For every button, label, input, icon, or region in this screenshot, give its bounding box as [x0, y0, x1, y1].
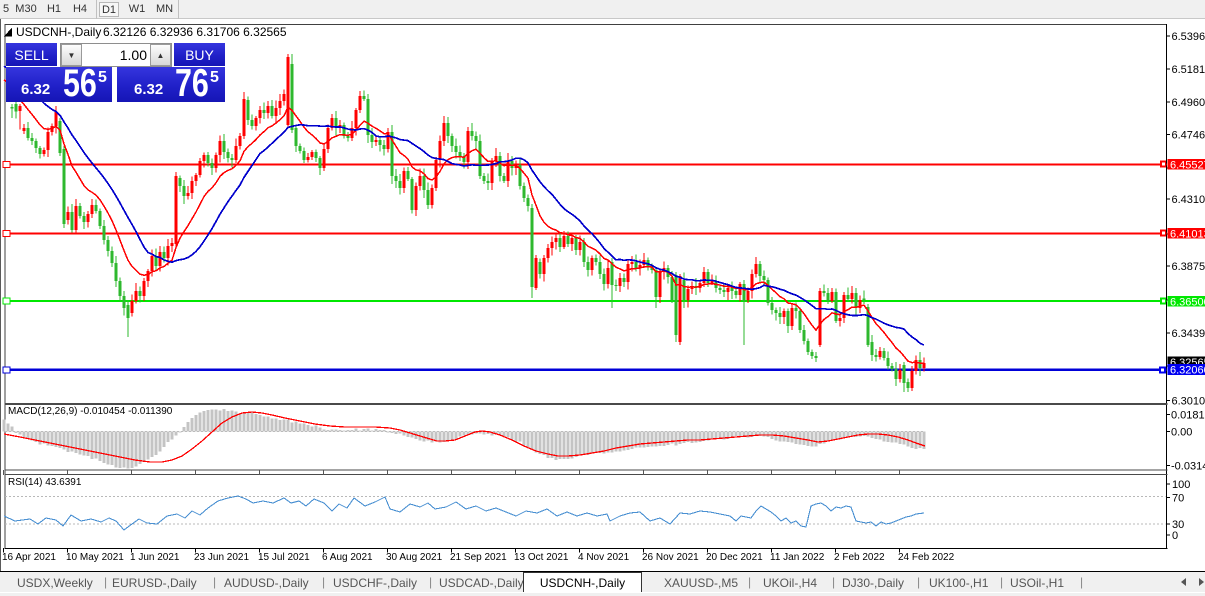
svg-text:20 Dec 2021: 20 Dec 2021	[706, 552, 763, 563]
svg-text:0.00: 0.00	[1171, 427, 1192, 439]
svg-text:24 Feb 2022: 24 Feb 2022	[898, 552, 955, 563]
svg-text:6.38750: 6.38750	[1172, 261, 1205, 273]
svg-text:0: 0	[1172, 530, 1178, 542]
svg-text:6.45527: 6.45527	[1170, 159, 1205, 171]
svg-text:30 Aug 2021: 30 Aug 2021	[386, 552, 443, 563]
svg-text:16 Apr 2021: 16 Apr 2021	[2, 552, 56, 563]
svg-text:13 Oct 2021: 13 Oct 2021	[514, 552, 569, 563]
svg-text:6.41013: 6.41013	[1170, 228, 1205, 240]
svg-text:100: 100	[1172, 479, 1190, 491]
svg-text:MACD(12,26,9) -0.010454 -0.011: MACD(12,26,9) -0.010454 -0.011390	[8, 406, 173, 417]
svg-text:6.36500: 6.36500	[1170, 296, 1205, 308]
svg-text:26 Nov 2021: 26 Nov 2021	[642, 552, 699, 563]
svg-text:0.0181255: 0.0181255	[1171, 410, 1205, 422]
svg-text:4 Nov 2021: 4 Nov 2021	[578, 552, 630, 563]
svg-text:RSI(14) 43.6391: RSI(14) 43.6391	[8, 477, 82, 488]
svg-text:6.43105: 6.43105	[1172, 194, 1205, 206]
svg-text:6.51815: 6.51815	[1172, 64, 1205, 76]
svg-text:21 Sep 2021: 21 Sep 2021	[450, 552, 507, 563]
svg-text:6.34395: 6.34395	[1172, 328, 1205, 340]
svg-text:10 May 2021: 10 May 2021	[66, 552, 124, 563]
svg-text:30: 30	[1172, 519, 1184, 531]
svg-text:USDCNH-,Daily: USDCNH-,Daily	[16, 25, 101, 39]
svg-text:6 Aug 2021: 6 Aug 2021	[322, 552, 373, 563]
svg-text:15 Jul 2021: 15 Jul 2021	[258, 552, 310, 563]
svg-text:6.49605: 6.49605	[1172, 97, 1205, 109]
svg-text:1 Jun 2021: 1 Jun 2021	[130, 552, 180, 563]
svg-text:2 Feb 2022: 2 Feb 2022	[834, 552, 885, 563]
svg-text:11 Jan 2022: 11 Jan 2022	[770, 552, 825, 563]
svg-text:23 Jun 2021: 23 Jun 2021	[194, 552, 249, 563]
svg-text:6.30105: 6.30105	[1172, 396, 1205, 408]
svg-text:70: 70	[1172, 493, 1184, 505]
svg-text:6.32126 6.32936 6.31706 6.3256: 6.32126 6.32936 6.31706 6.32565	[103, 25, 287, 39]
svg-text:6.47460: 6.47460	[1172, 130, 1205, 142]
svg-text:-0.0314945: -0.0314945	[1171, 461, 1205, 473]
svg-text:6.53960: 6.53960	[1172, 31, 1205, 43]
